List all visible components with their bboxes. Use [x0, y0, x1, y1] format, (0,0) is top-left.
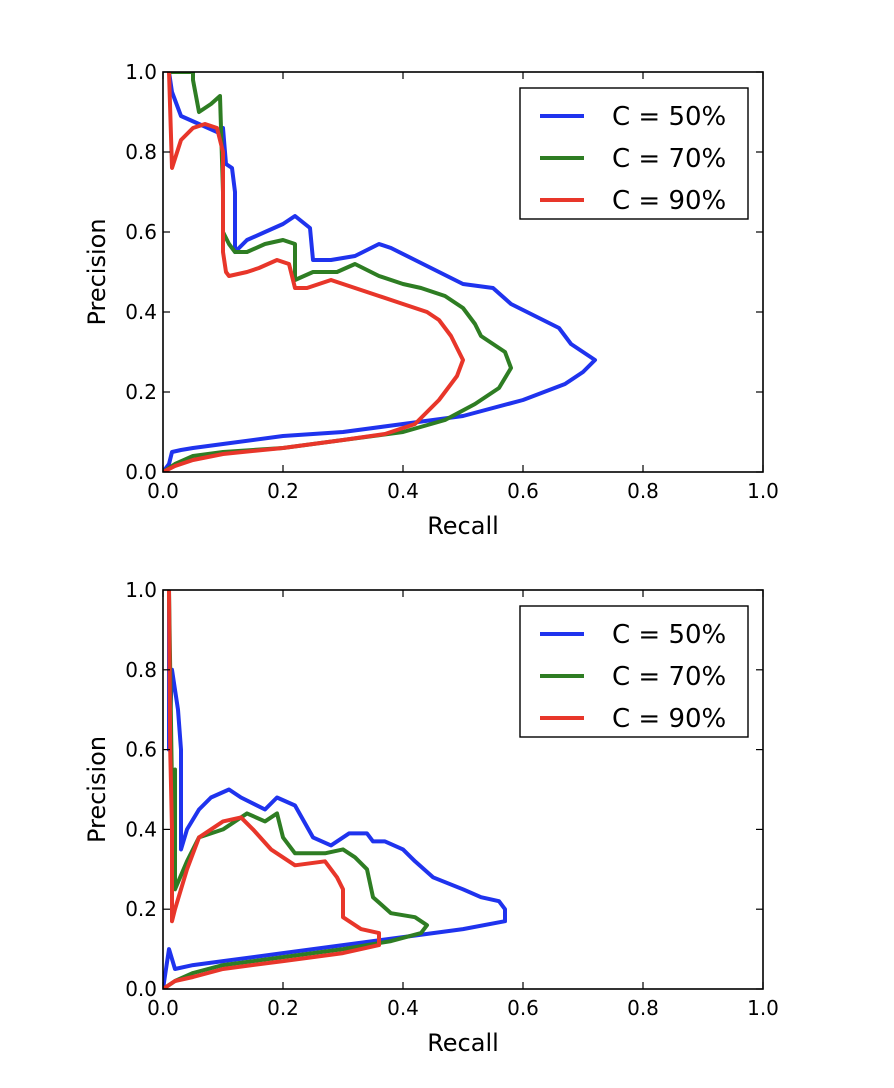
x-tick-label: 0.8 — [627, 479, 659, 503]
x-tick-label: 0.4 — [387, 479, 419, 503]
y-tick-label: 0.8 — [125, 140, 157, 164]
series-line-3 — [163, 590, 381, 989]
legend-label-1: C = 50% — [612, 102, 726, 132]
legend-label-3: C = 90% — [612, 704, 726, 734]
x-tick-label: 0.2 — [267, 479, 299, 503]
series-line-2 — [163, 590, 429, 989]
y-tick-label: 0.6 — [125, 220, 157, 244]
y-tick-label: 1.0 — [125, 60, 157, 84]
series-line-1 — [163, 590, 507, 989]
series-line-3 — [163, 72, 465, 472]
legend: C = 50% C = 70% C = 90% — [519, 87, 749, 220]
axes-frame — [162, 71, 764, 473]
legend-label-1: C = 50% — [612, 620, 726, 650]
legend-label-2: C = 70% — [612, 662, 726, 692]
x-tick-label: 0.2 — [267, 996, 299, 1020]
x-tick-label: 0.6 — [507, 479, 539, 503]
legend-box — [519, 87, 749, 220]
x-tick-label: 1.0 — [747, 996, 779, 1020]
y-tick-label: 0.8 — [125, 658, 157, 682]
y-tick-label: 0.2 — [125, 897, 157, 921]
x-axis-label: Recall — [427, 512, 499, 540]
legend: C = 50% C = 70% C = 90% — [519, 605, 749, 738]
y-tick-label: 0.6 — [125, 738, 157, 762]
y-tick-label: 0.0 — [125, 460, 157, 484]
y-tick-label: 0.2 — [125, 380, 157, 404]
y-axis-label: Precision — [83, 218, 111, 325]
chart-panel-2: 0.0 0.2 0.4 0.6 0.8 1.0 0.0 0.2 0.4 0.6 0.8 1.0 Reca… — [83, 578, 779, 1057]
legend-label-2: C = 70% — [612, 144, 726, 174]
series-line-1 — [163, 72, 597, 472]
legend-box — [519, 605, 749, 738]
x-axis-label: Recall — [427, 1029, 499, 1057]
x-tick-label: 0.8 — [627, 996, 659, 1020]
x-tick-label: 0.0 — [147, 479, 179, 503]
y-tick-label: 0.4 — [125, 817, 157, 841]
axes-frame — [162, 589, 764, 990]
legend-label-3: C = 90% — [612, 186, 726, 216]
y-tick-label: 1.0 — [125, 578, 157, 602]
chart-panel-1: 0.0 0.2 0.4 0.6 0.8 1.0 0.0 0.2 0.4 0.6 0.8 1.0 Reca… — [83, 60, 779, 540]
y-tick-label: 0.0 — [125, 977, 157, 1001]
x-tick-label: 0.4 — [387, 996, 419, 1020]
x-tick-label: 0.6 — [507, 996, 539, 1020]
y-axis-label: Precision — [83, 736, 111, 843]
x-tick-label: 0.0 — [147, 996, 179, 1020]
x-tick-label: 1.0 — [747, 479, 779, 503]
y-tick-label: 0.4 — [125, 300, 157, 324]
